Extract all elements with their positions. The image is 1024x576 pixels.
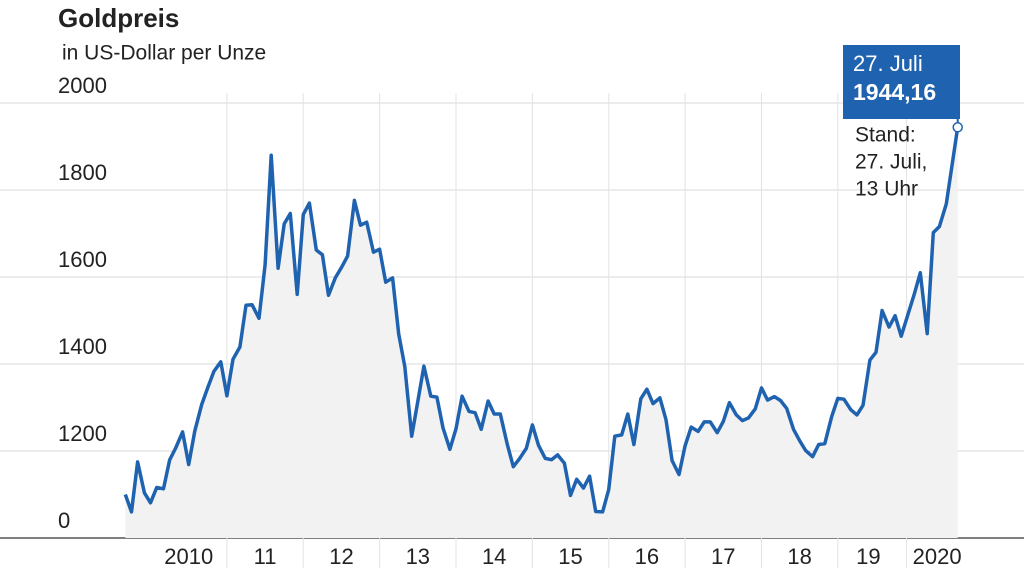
plot [123, 127, 960, 539]
y-tick-label: 1200 [58, 421, 107, 446]
x-tick-label: 12 [329, 544, 353, 569]
annotation: 27. Juli 1944,16 Stand: 27. Juli, 13 Uhr [843, 45, 963, 201]
x-tick-label: 16 [635, 544, 659, 569]
chart-title: Goldpreis [58, 3, 179, 33]
x-tick-label: 19 [856, 544, 880, 569]
y-tick-label: 1800 [58, 160, 107, 185]
x-tick-label: 14 [482, 544, 506, 569]
x-tick-label: 11 [254, 544, 277, 569]
annotation-note: Stand: [855, 124, 916, 147]
grid: 0 1200 1400 1600 1800 2000 2010 11 12 13 14 15 16 17 1… [0, 73, 1024, 569]
annotation-box [843, 45, 960, 119]
x-tick-label: 2010 [164, 544, 213, 569]
y-tick-label: 2000 [58, 73, 107, 98]
y-tick-label: 1400 [58, 334, 107, 359]
annotation-date: 27. Juli [853, 51, 923, 76]
last-point [952, 122, 963, 133]
line [123, 127, 960, 514]
chart-subtitle: in US-Dollar per Unze [62, 42, 266, 65]
y-tick-label: 0 [58, 508, 70, 533]
annotation-value: 1944,16 [853, 79, 936, 105]
annotation-note: 27. Juli, [855, 151, 927, 174]
x-tick-label: 2020 [913, 544, 962, 569]
annotation-note: 13 Uhr [855, 178, 918, 201]
x-tick-label: 15 [558, 544, 582, 569]
x-tick-label: 17 [711, 544, 735, 569]
x-tick-label: 13 [406, 544, 430, 569]
y-tick-label: 1600 [58, 247, 107, 272]
x-tick-label: 18 [787, 544, 811, 569]
area [125, 127, 958, 539]
